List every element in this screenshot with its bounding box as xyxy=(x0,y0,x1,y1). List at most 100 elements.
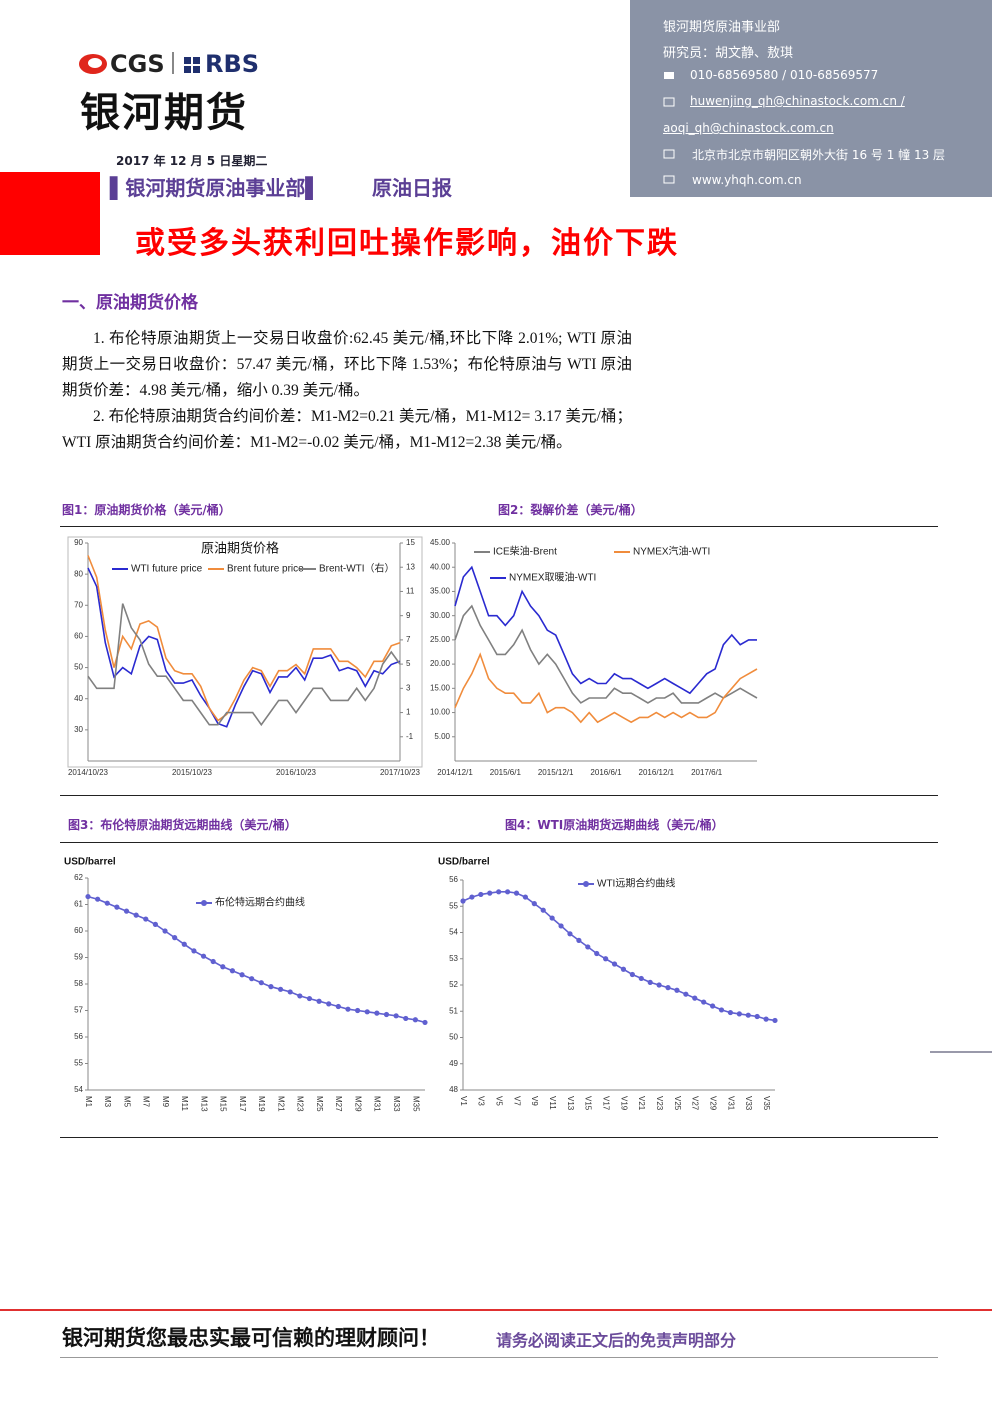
logo-swirl xyxy=(79,54,107,74)
point xyxy=(531,901,537,907)
point xyxy=(364,1009,370,1015)
x-tick-label: V9 xyxy=(530,1096,539,1106)
date: 2017 年 12 月 5 日星期二 xyxy=(116,154,268,168)
point xyxy=(629,971,635,978)
point xyxy=(210,958,216,965)
y2-tick-label: 7 xyxy=(406,635,411,644)
y-tick-label: 54 xyxy=(74,1085,83,1094)
y-tick-label: 52 xyxy=(449,980,458,989)
point xyxy=(306,995,313,1002)
point xyxy=(383,1011,390,1018)
x-tick-label: M21 xyxy=(276,1096,285,1112)
x-tick-label: M33 xyxy=(392,1096,401,1112)
point xyxy=(133,912,139,918)
y-axis-label: USD/barrel xyxy=(64,857,116,868)
point xyxy=(638,975,644,982)
point xyxy=(656,982,662,988)
x-tick-label: V25 xyxy=(673,1096,682,1111)
point xyxy=(522,894,529,900)
chart-title: 原油期货价格 xyxy=(201,540,279,555)
series-line xyxy=(462,891,776,1022)
header-box xyxy=(630,0,992,197)
y2-tick-label: 13 xyxy=(406,562,415,571)
email[interactable]: huwenjing_qh@chinastock.com.cn / xyxy=(690,94,905,108)
x-tick-label: 2014/10/23 xyxy=(68,768,109,777)
point xyxy=(718,1007,725,1013)
y2-tick-label: 1 xyxy=(406,708,411,717)
rule xyxy=(60,795,938,796)
website[interactable]: www.yhqh.com.cn xyxy=(692,173,802,187)
web-icon xyxy=(663,175,675,184)
point xyxy=(191,948,197,954)
y-tick-label: 59 xyxy=(74,953,83,962)
point xyxy=(95,896,101,902)
point xyxy=(239,972,245,978)
x-tick-label: V27 xyxy=(691,1096,700,1111)
x-tick-label: M1 xyxy=(84,1096,93,1108)
x-tick-label: V21 xyxy=(637,1096,646,1111)
point xyxy=(297,993,303,999)
y-tick-label: 45.00 xyxy=(430,538,451,547)
x-tick-label: M7 xyxy=(142,1096,151,1108)
paragraph: 2. 布伦特原油期货合约间价差：M1-M2=0.21 美元/桶，M1-M12= … xyxy=(62,408,632,451)
point xyxy=(585,944,591,950)
point xyxy=(683,991,689,997)
series-line xyxy=(454,565,757,695)
point xyxy=(487,890,493,896)
point xyxy=(412,1017,418,1023)
x-tick-label: 2017/6/1 xyxy=(691,768,723,777)
point xyxy=(123,908,130,914)
y-tick-label: 40.00 xyxy=(430,562,451,571)
section-title: 一、原油期货价格 xyxy=(62,293,198,313)
x-tick-label: V15 xyxy=(584,1096,593,1111)
legend-label: NYMEX取暖油-WTI xyxy=(509,571,596,584)
point xyxy=(567,931,573,937)
point xyxy=(249,976,255,982)
x-tick-label: M25 xyxy=(315,1096,324,1112)
x-tick-label: V29 xyxy=(708,1096,717,1111)
series-line xyxy=(454,652,758,724)
y-axis-label: USD/barrel xyxy=(438,857,490,868)
point xyxy=(200,953,207,959)
x-tick-label: V7 xyxy=(512,1096,521,1106)
point xyxy=(277,986,284,992)
point xyxy=(268,984,274,990)
x-tick-label: M5 xyxy=(122,1096,131,1108)
figure-caption: 图3：布伦特原油期货远期曲线（美元/桶） xyxy=(68,818,297,832)
y-tick-label: 50 xyxy=(449,1033,458,1042)
y-tick-label: 5.00 xyxy=(434,732,450,741)
y2-tick-label: 9 xyxy=(406,611,411,620)
y-tick-label: 25.00 xyxy=(430,635,451,644)
email[interactable]: aoqi_qh@chinastock.com.cn xyxy=(663,121,834,135)
legend-label: WTI远期合约曲线 xyxy=(597,877,675,890)
report-name: 原油日报 xyxy=(372,176,452,200)
y-tick-label: 80 xyxy=(74,569,83,578)
y-tick-label: 53 xyxy=(449,954,458,963)
y-tick-label: 60 xyxy=(74,926,83,935)
point xyxy=(558,923,564,929)
legend-label: Brent future price xyxy=(227,564,304,575)
y2-tick-label: -1 xyxy=(406,732,414,741)
x-tick-label: M9 xyxy=(161,1096,170,1108)
mail-icon xyxy=(663,97,675,107)
y2-tick-label: 11 xyxy=(406,587,415,596)
x-tick-label: 2017/10/23 xyxy=(380,768,421,777)
x-tick-label: V31 xyxy=(726,1096,735,1111)
point xyxy=(258,980,264,986)
x-tick-label: M3 xyxy=(103,1096,112,1108)
point xyxy=(611,961,618,967)
x-tick-label: V11 xyxy=(548,1096,557,1110)
y-tick-label: 60 xyxy=(74,632,83,641)
point xyxy=(727,1009,734,1016)
point xyxy=(603,956,609,962)
x-tick-label: V3 xyxy=(477,1096,486,1106)
point xyxy=(355,1007,361,1014)
y-tick-label: 48 xyxy=(449,1085,458,1094)
legend-label: 布伦特远期合约曲线 xyxy=(215,896,305,909)
point xyxy=(710,1003,716,1009)
brand: 银河期货 xyxy=(80,90,248,136)
x-tick-label: V23 xyxy=(655,1096,664,1111)
x-tick-label: M31 xyxy=(373,1096,382,1112)
y2-tick-label: 3 xyxy=(406,683,411,692)
y-tick-label: 57 xyxy=(74,1006,83,1015)
